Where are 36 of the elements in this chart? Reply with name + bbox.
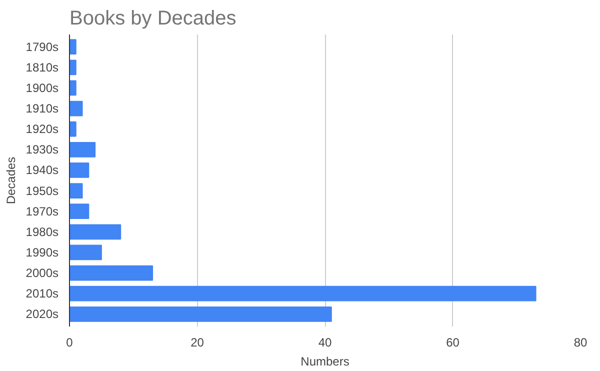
y-tick-label: 1980s [26, 224, 59, 239]
y-tick-label: 1970s [26, 204, 59, 218]
y-tick-label: 1790s [26, 40, 59, 54]
chart-title: Books by Decades [70, 8, 236, 30]
y-tick-label: 2000s [26, 266, 59, 280]
x-axis-title: Numbers [300, 354, 350, 368]
x-tick-label: 0 [66, 336, 74, 350]
bar [70, 286, 536, 302]
x-tick-label: 40 [318, 336, 332, 350]
bar [70, 80, 76, 96]
bar [70, 244, 102, 260]
bar [70, 224, 122, 240]
bar [70, 100, 83, 116]
y-tick-label: 1810s [26, 60, 59, 74]
y-axis-title: Decades [4, 156, 18, 204]
y-tick-label: 1940s [26, 163, 59, 178]
y-tick-label: 1950s [26, 184, 59, 198]
y-tick-label: 1990s [26, 245, 59, 260]
bar [70, 121, 76, 137]
y-tick-label: 1900s [26, 80, 59, 95]
y-tick-label: 1930s [26, 142, 59, 157]
bar [70, 204, 90, 220]
x-tick-label: 20 [190, 336, 204, 350]
bar [70, 183, 83, 198]
y-tick-label: 1910s [26, 102, 59, 116]
bar [70, 306, 332, 322]
bar [70, 265, 154, 281]
bar [70, 39, 76, 55]
bar [70, 162, 90, 178]
bar [70, 142, 96, 158]
x-tick-label: 60 [446, 336, 460, 350]
y-tick-label: 2020s [26, 307, 59, 322]
y-tick-label: 2010s [26, 286, 59, 301]
x-tick-label: 80 [574, 336, 588, 350]
bar [70, 60, 76, 76]
y-tick-label: 1920s [26, 122, 59, 136]
